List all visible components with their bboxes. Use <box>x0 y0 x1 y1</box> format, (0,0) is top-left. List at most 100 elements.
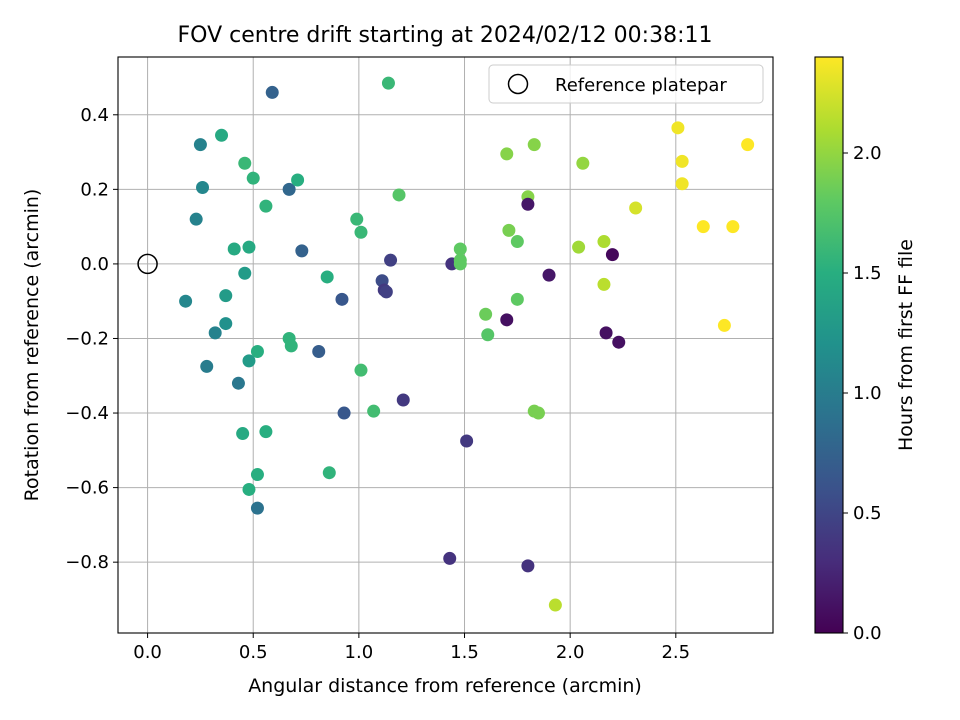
data-point <box>193 138 207 152</box>
data-point <box>250 468 264 482</box>
data-point <box>367 404 381 418</box>
data-point <box>236 427 250 441</box>
data-point <box>265 85 279 99</box>
data-point <box>675 154 689 168</box>
data-point <box>238 156 252 170</box>
y-axis-label: Rotation from reference (arcmin) <box>21 189 43 502</box>
plot-frame <box>117 56 774 634</box>
data-point <box>259 199 273 213</box>
data-point <box>548 598 562 612</box>
colorbar-tick-label: 1.0 <box>853 383 882 404</box>
data-point <box>510 235 524 249</box>
y-tick-label: −0.4 <box>65 403 109 424</box>
data-point <box>576 156 590 170</box>
data-point <box>479 307 493 321</box>
data-point <box>510 292 524 306</box>
data-point <box>381 76 395 90</box>
data-point <box>717 318 731 332</box>
data-point <box>231 376 245 390</box>
data-point <box>250 501 264 515</box>
x-tick-label: 2.5 <box>661 642 690 663</box>
data-point <box>246 171 260 185</box>
data-point <box>242 240 256 254</box>
data-point <box>379 285 393 299</box>
data-point <box>500 147 514 161</box>
colorbar-tick-label: 0.0 <box>853 623 882 644</box>
y-tick-label: 0.4 <box>80 105 109 126</box>
data-point <box>259 425 273 439</box>
data-point <box>531 406 545 420</box>
y-tick-label: −0.8 <box>65 552 109 573</box>
data-point <box>384 253 398 267</box>
data-point <box>605 248 619 262</box>
data-point <box>250 345 264 359</box>
data-point <box>215 128 229 142</box>
data-point <box>460 434 474 448</box>
x-tick-label: 1.5 <box>450 642 479 663</box>
y-axis-ticks: −0.8 −0.6 −0.4 −0.2 0.0 0.2 0.4 <box>65 105 118 573</box>
data-point <box>481 328 495 342</box>
data-point <box>597 277 611 291</box>
x-axis-label: Angular distance from reference (arcmin) <box>248 675 642 697</box>
data-point <box>443 551 457 565</box>
data-point <box>337 406 351 420</box>
legend-label: Reference platepar <box>555 75 727 96</box>
chart-title: FOV centre drift starting at 2024/02/12 … <box>178 23 713 48</box>
data-point <box>291 173 305 187</box>
y-tick-label: 0.2 <box>80 179 109 200</box>
colorbar-tick-label: 1.5 <box>853 263 882 284</box>
reference-point <box>137 253 158 275</box>
data-point <box>350 212 364 226</box>
data-point <box>282 182 296 196</box>
data-point <box>696 220 710 234</box>
grid-lines <box>118 57 773 633</box>
data-point <box>295 244 309 258</box>
data-point <box>453 242 467 256</box>
legend-box <box>488 64 764 104</box>
y-tick-label: −0.2 <box>65 328 109 349</box>
data-point <box>527 138 541 152</box>
colorbar-ticks: 0.0 0.5 1.0 1.5 2.0 <box>843 143 882 644</box>
y-tick-label: 0.0 <box>80 254 109 275</box>
colorbar-label: Hours from first FF file <box>895 239 917 451</box>
data-point <box>320 270 334 284</box>
x-tick-label: 2.0 <box>556 642 585 663</box>
data-point <box>284 339 298 353</box>
data-point <box>612 335 626 349</box>
y-tick-label: −0.6 <box>65 478 109 499</box>
colorbar-tick-label: 0.5 <box>853 503 882 524</box>
colorbar-tick-label: 2.0 <box>853 143 882 164</box>
reference-marker <box>137 253 158 275</box>
data-point <box>521 559 535 573</box>
data-point <box>219 317 233 331</box>
x-tick-label: 1.0 <box>345 642 374 663</box>
data-point <box>335 292 349 306</box>
data-point <box>354 363 368 377</box>
data-point <box>322 466 336 480</box>
colorbar <box>814 56 844 634</box>
data-point <box>500 313 514 327</box>
data-point <box>208 326 222 340</box>
data-point <box>227 242 241 256</box>
data-point <box>675 177 689 191</box>
data-point <box>219 289 233 303</box>
data-point <box>189 212 203 226</box>
legend-marker-icon <box>507 73 529 95</box>
data-point <box>629 201 643 215</box>
data-point <box>312 345 326 359</box>
data-point <box>521 197 535 211</box>
data-point <box>726 220 740 234</box>
data-point <box>200 359 214 373</box>
data-point <box>453 257 467 271</box>
x-tick-label: 0.0 <box>133 642 162 663</box>
data-point <box>572 240 586 254</box>
data-point <box>238 266 252 280</box>
data-point <box>542 268 556 282</box>
plot-area <box>118 57 773 633</box>
data-point <box>392 188 406 202</box>
data-point <box>196 180 210 194</box>
data-point <box>179 294 193 308</box>
data-point <box>671 121 685 135</box>
data-point <box>242 354 256 368</box>
